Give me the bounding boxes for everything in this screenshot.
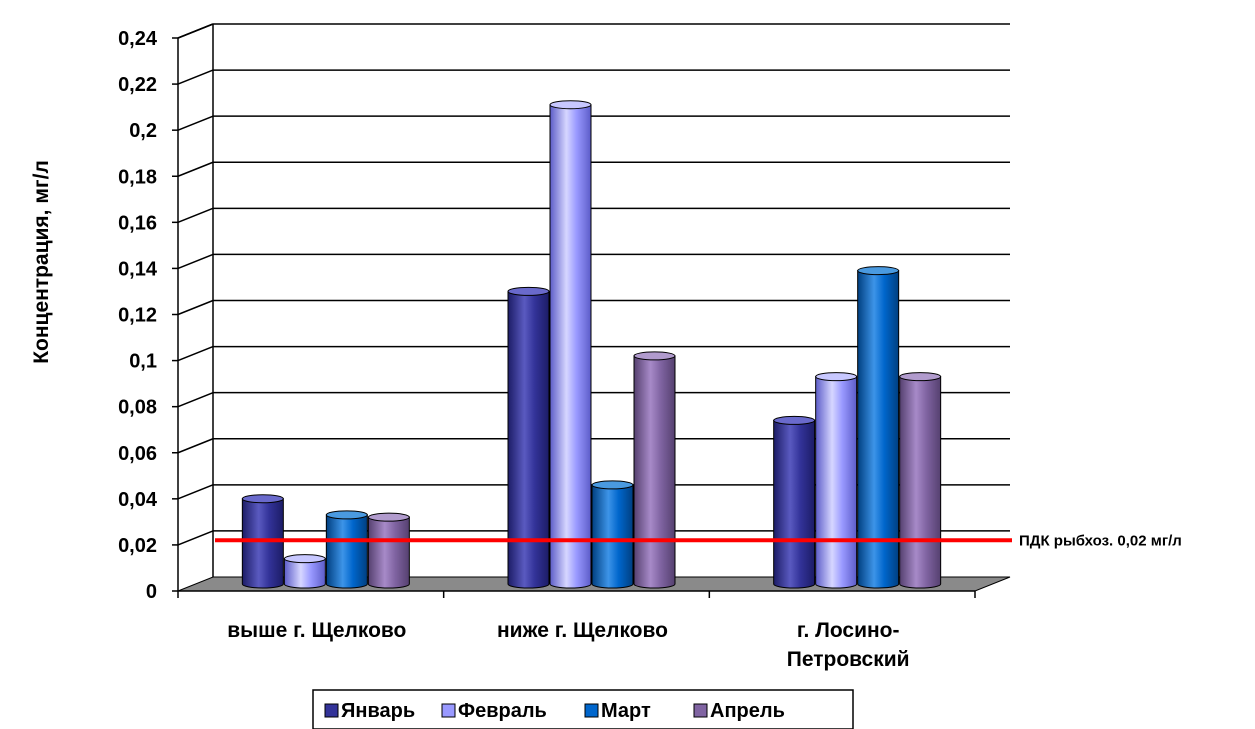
gridline-diagonal	[177, 253, 214, 270]
y-tick-label: 0	[146, 581, 157, 603]
legend-box	[312, 689, 854, 729]
y-tick-label: 0,22	[118, 74, 157, 96]
gridline-diagonal	[177, 438, 214, 454]
bar-top	[815, 372, 858, 382]
legend-label: Апрель	[710, 700, 785, 722]
bar-body	[857, 270, 900, 589]
y-tick-label: 0,12	[118, 305, 157, 327]
bar-2-1	[591, 480, 634, 589]
bar-top	[283, 554, 326, 564]
legend-swatch	[584, 703, 599, 718]
gridline-diagonal	[177, 115, 214, 131]
legend-label: Февраль	[458, 700, 547, 722]
bar-top	[633, 351, 676, 361]
y-tick-label: 0,2	[129, 120, 157, 142]
bar-body	[507, 290, 550, 589]
y-tick-label: 0,08	[118, 397, 157, 419]
bar-3-2	[899, 372, 942, 589]
gridline-diagonal	[177, 345, 214, 362]
y-tick-label: 0,24	[118, 28, 158, 50]
reference-line-label: ПДК рыбхоз. 0,02 мг/л	[1019, 532, 1182, 549]
bar-top	[899, 372, 942, 382]
y-axis-ticks: 0 0,02 0,04 0,06 0,08 0,1 0,12 0,14 0,16 0,18 0,2 0…	[118, 28, 178, 603]
bar-body	[633, 355, 676, 589]
bar-1-0	[283, 554, 326, 589]
bar-body	[773, 419, 816, 589]
x-category-label: г. Лосино-Петровский	[787, 619, 910, 671]
legend-item-1: Февраль	[441, 700, 547, 722]
bar-body	[325, 514, 368, 589]
bar-top	[591, 480, 634, 490]
bar-top	[549, 100, 592, 110]
gridline-diagonal	[177, 484, 214, 500]
gridline-diagonal	[177, 161, 214, 177]
y-tick-label: 0,14	[118, 258, 158, 280]
y-tick-label: 0,02	[118, 535, 157, 557]
y-axis-title: Концентрация, мг/л	[30, 160, 53, 364]
gridline-diagonal	[177, 69, 214, 85]
bar-2-2	[857, 266, 900, 589]
y-axis-top-diagonal	[177, 23, 214, 39]
bar-2-0	[325, 510, 368, 589]
y-tick-label: 0,04	[118, 489, 158, 511]
legend-item-0: Январь	[324, 700, 415, 722]
legend-label: Март	[601, 700, 651, 722]
bar-3-0	[367, 512, 410, 589]
bar-series-group	[241, 100, 942, 589]
bar-3-1	[633, 351, 676, 589]
x-category-label: выше г. Щелково	[227, 619, 406, 642]
bar-top	[367, 512, 410, 522]
bar-body	[283, 558, 326, 589]
bar-top	[241, 494, 284, 504]
legend-label: Январь	[341, 700, 415, 722]
gridline-diagonal	[177, 530, 214, 546]
legend-swatch	[693, 703, 708, 718]
bar-1-1	[549, 100, 592, 589]
x-category-label: ниже г. Щелково	[497, 619, 668, 642]
y-tick-label: 0,18	[118, 166, 157, 188]
legend: Январь Февраль Март Апрель	[312, 689, 854, 729]
gridline-diagonal	[177, 391, 214, 408]
y-tick-label: 0,1	[129, 351, 157, 373]
bar-body	[367, 516, 410, 589]
bar-body	[241, 498, 284, 589]
bar-body	[591, 484, 634, 589]
bar-top	[773, 415, 816, 425]
bar-body	[815, 376, 858, 589]
bar-body	[899, 376, 942, 589]
gridline-diagonal	[177, 299, 214, 316]
legend-swatch	[441, 703, 456, 718]
bar-top	[857, 266, 900, 276]
y-tick-label: 0,16	[118, 212, 157, 234]
bar-0-2	[773, 415, 816, 589]
gridline-diagonal	[177, 207, 214, 224]
y-tick-label: 0,06	[118, 443, 157, 465]
x-axis-category-labels: выше г. Щелково ниже г. Щелково г. Лосино-…	[177, 590, 976, 671]
legend-item-3: Апрель	[693, 700, 785, 722]
bar-top	[507, 286, 550, 296]
bar-0-1	[507, 286, 550, 589]
bar-1-2	[815, 372, 858, 589]
legend-swatch	[324, 703, 339, 718]
legend-item-2: Март	[584, 700, 651, 722]
bar-top	[325, 510, 368, 520]
bar-0-0	[241, 494, 284, 589]
bar-body	[549, 104, 592, 589]
